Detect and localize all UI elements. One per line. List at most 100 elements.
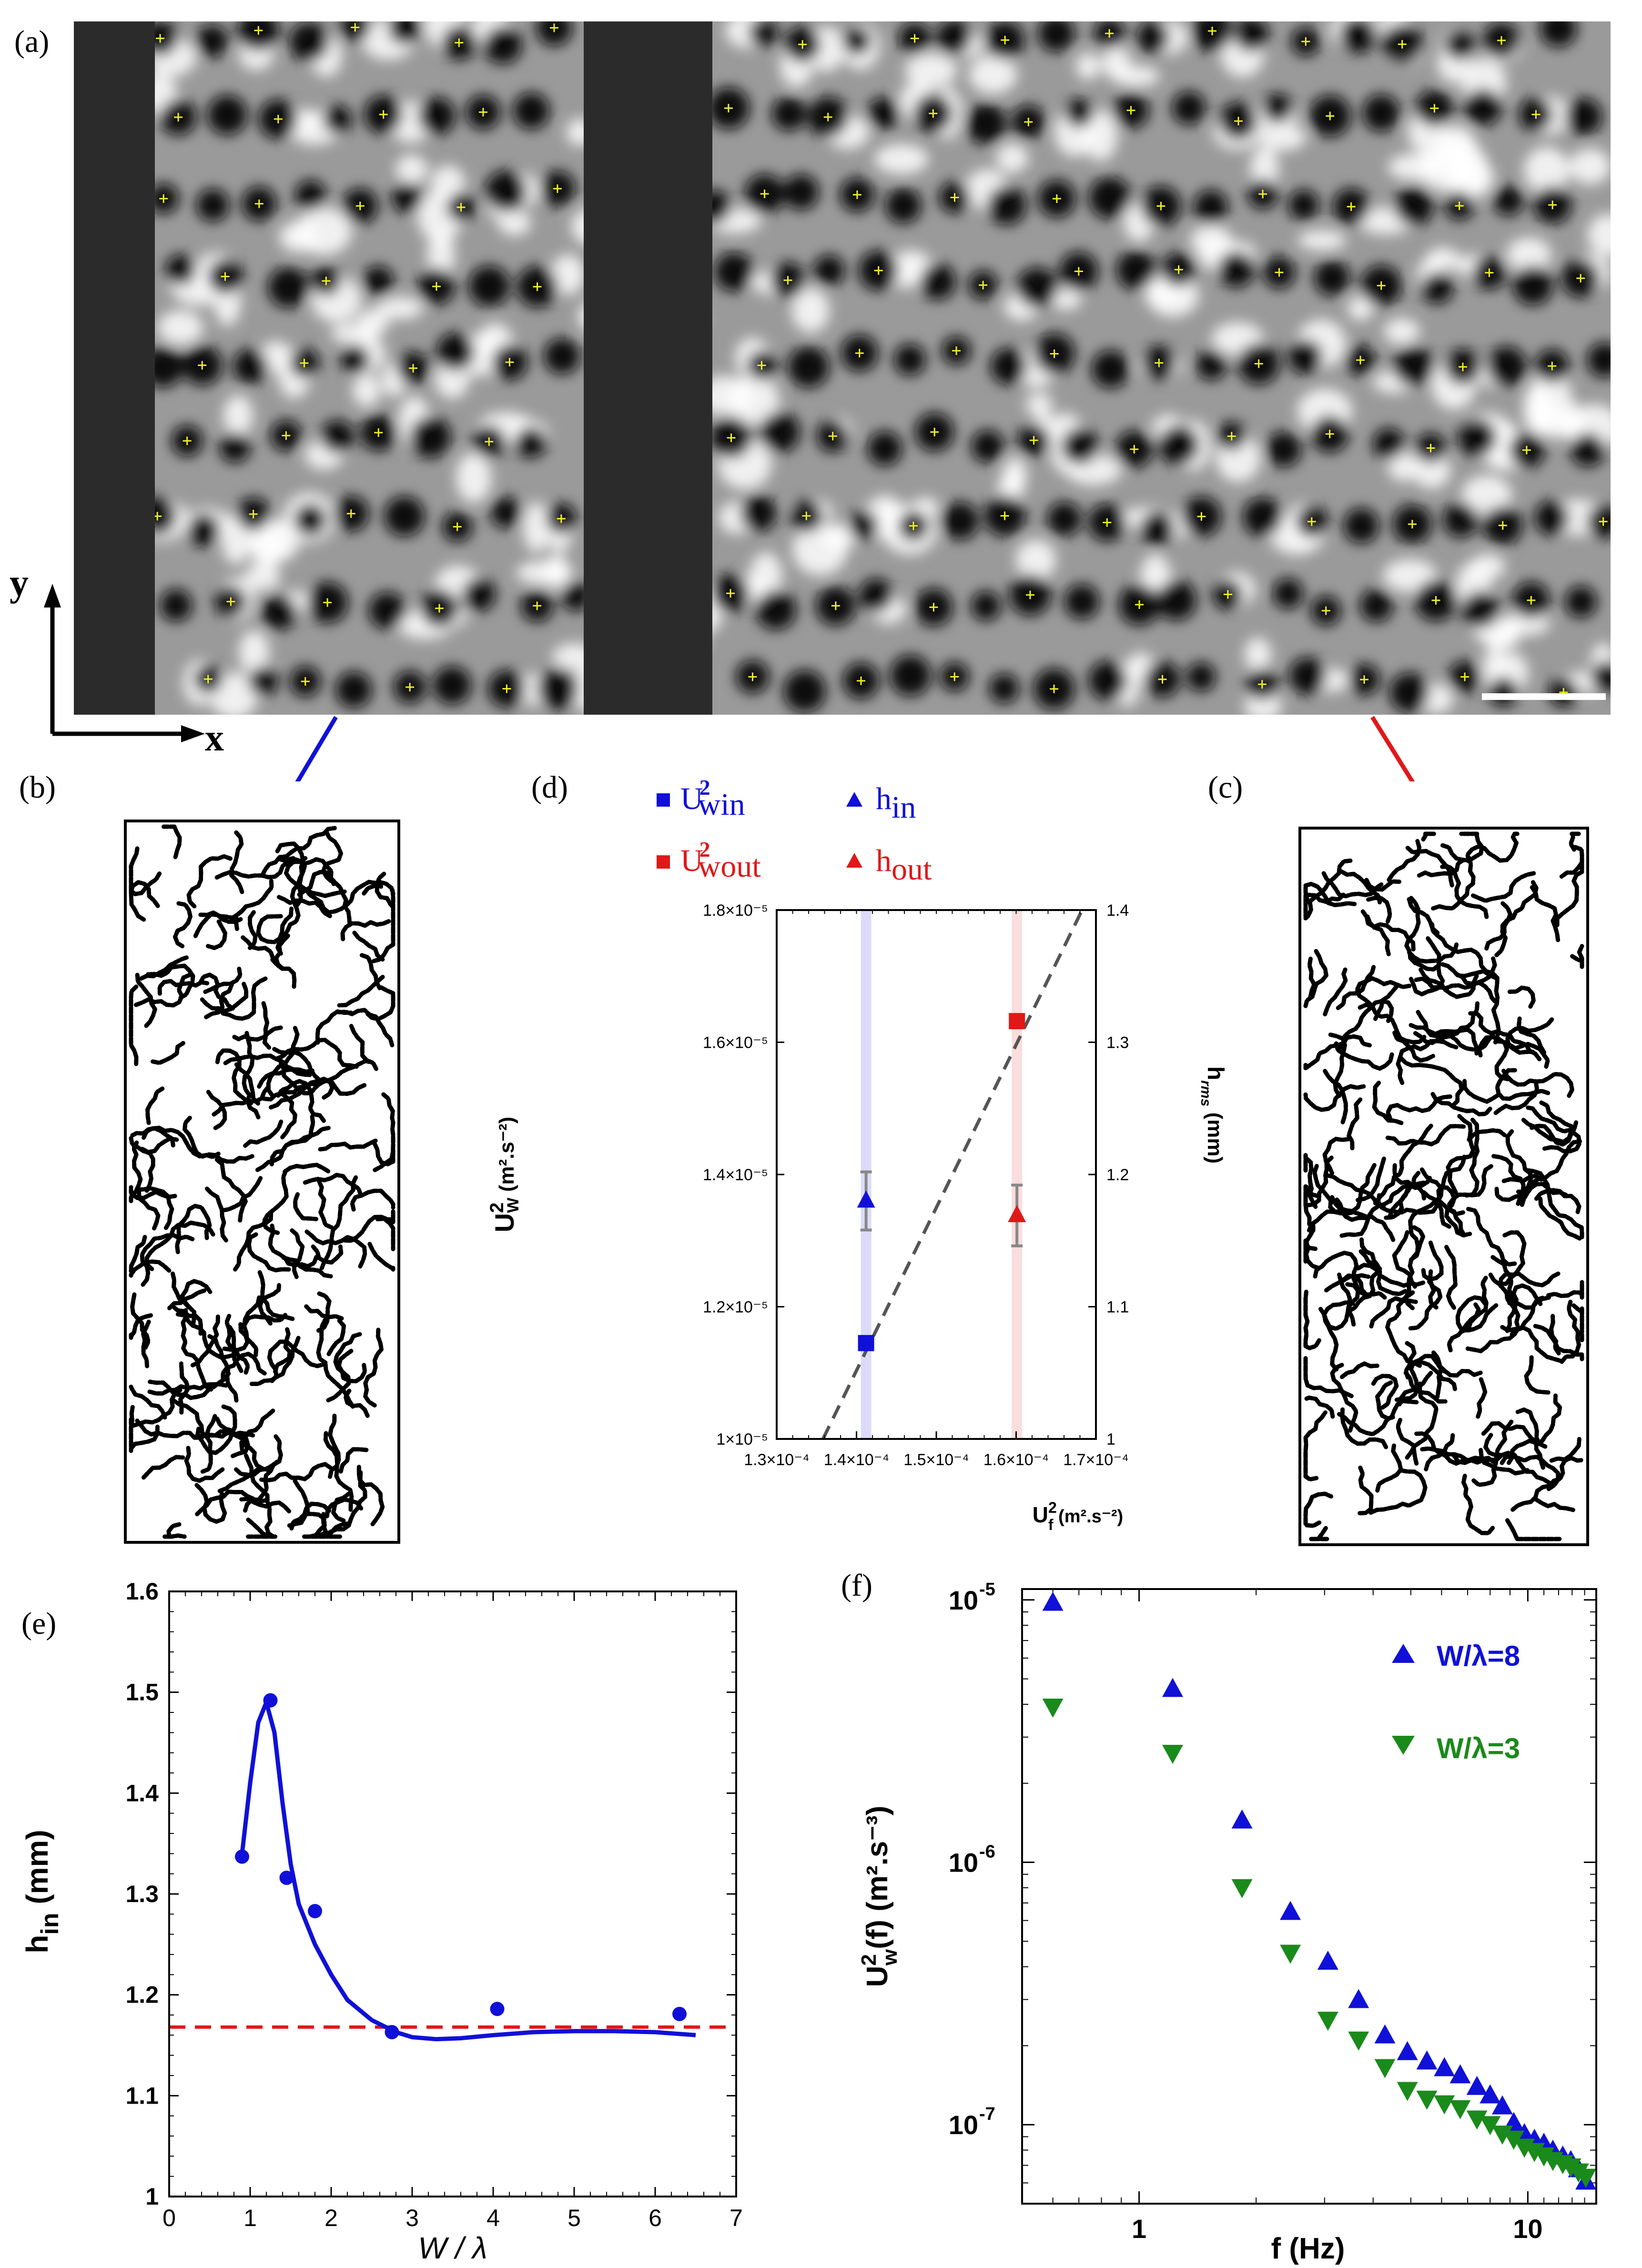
chart-d-y2tick-label: 1.1	[1106, 1298, 1129, 1316]
chart-f-xtick-label: 1	[1132, 2214, 1146, 2244]
chart-d-point-U²wout	[1009, 1013, 1025, 1030]
chart-f-point-W/λ=8	[1491, 2095, 1513, 2115]
chart-f-point-W/λ=3	[1480, 2116, 1501, 2136]
chart-f-point-W/λ=3	[1162, 1744, 1184, 1764]
wall-left	[74, 21, 155, 715]
chart-e-fit-curve	[240, 1695, 696, 2042]
chart-f-point-W/λ=3	[1374, 2059, 1396, 2078]
chart-e-xtick-label: 6	[649, 2205, 662, 2231]
chart-e-ytick-label: 1.5	[125, 1679, 159, 1706]
chart-d-xtick-label: 1.6×10⁻⁴	[983, 1451, 1049, 1469]
chart-f-point-W/λ=3	[1416, 2090, 1438, 2110]
surface-image-panel: y x	[10, 21, 1611, 781]
panel-label-d: (d)	[531, 770, 568, 805]
chart-f-point-W/λ=8	[1434, 2057, 1455, 2076]
chart-e: 0 1 2 3 4 5 6 711.11.21.31.41.51.6 hin (mm) W /…	[20, 1578, 743, 2265]
chart-f-xtick-label: 10	[1513, 2214, 1542, 2244]
chart-f-point-W/λ=8	[1231, 1809, 1253, 1829]
chart-f-point-W/λ=8	[1317, 1950, 1338, 1970]
panel-label-b: (b)	[19, 770, 56, 805]
chart-e-ytick-label: 1.4	[125, 1780, 159, 1806]
chart-e-ytick-label: 1	[145, 2183, 159, 2210]
legend-marker-uwout	[657, 855, 670, 869]
legend-hout: hout	[876, 843, 932, 887]
chart-d-xtick-label: 1.7×10⁻⁴	[1063, 1451, 1129, 1469]
chart-f-point-W/λ=8	[1449, 2064, 1471, 2084]
chart-f-ytick-exponent: -6	[979, 1842, 995, 1862]
chart-f-legend: W/λ=8 W/λ=3	[1392, 1640, 1520, 1764]
chart-d: 1.3×10⁻⁴ 1.4×10⁻⁴ 1.5×10⁻⁴ 1.6×10⁻⁴ 1.7×10⁻⁴…	[487, 775, 1228, 1533]
chart-d-frame	[776, 909, 1097, 1440]
chart-e-ylabel: hin (mm)	[20, 1830, 64, 1954]
chart-d-y2label: hrms (mm)	[1198, 1066, 1228, 1164]
chart-e-ytick-label: 1.1	[125, 2082, 159, 2109]
legend-w3: W/λ=3	[1437, 1732, 1520, 1764]
chart-f-ytick-exponent: -5	[979, 1580, 995, 1600]
chart-d-ytick-label: 1.4×10⁻⁵	[703, 1166, 768, 1184]
chart-f-point-W/λ=3	[1449, 2100, 1471, 2119]
chart-d-point-h_out	[1008, 1205, 1026, 1223]
chart-f-point-W/λ=3	[1317, 2012, 1338, 2031]
legend-w8: W/λ=8	[1437, 1640, 1520, 1672]
chart-d-ytick-label: 1×10⁻⁵	[716, 1430, 768, 1448]
chart-e-ytick-label: 1.3	[125, 1881, 159, 1907]
chart-d-y2tick-label: 1.4	[1106, 901, 1129, 920]
chart-d-xtick-label: 1.3×10⁻⁴	[744, 1451, 810, 1469]
chart-f-point-W/λ=8	[1480, 2084, 1501, 2104]
chart-f-point-W/λ=3	[1466, 2110, 1488, 2130]
scale-bar	[1482, 693, 1606, 700]
chart-e-xtick-label: 4	[487, 2205, 500, 2231]
chart-e-xtick-label: 5	[568, 2205, 581, 2231]
chart-e-point	[672, 2006, 687, 2021]
axis-x-letter: x	[205, 717, 224, 759]
legend-marker-hout	[846, 853, 862, 868]
chart-d-ylabel: U2W (m².s⁻²)	[487, 1117, 522, 1233]
chart-f-ylabel: U2w(f) (m².s⁻³)	[857, 1806, 902, 1987]
chart-f-ytick-label: 10	[949, 1585, 978, 1615]
panel-label-a: (a)	[14, 24, 50, 59]
chart-f-point-W/λ=8	[1042, 1591, 1064, 1611]
legend-uwout: U2wout	[680, 837, 761, 884]
chart-e-ytick-label: 1.2	[125, 1982, 159, 2008]
chart-e-xtick-label: 0	[162, 2205, 176, 2231]
chart-d-xlabel: U2 f (m².s⁻²)	[1033, 1499, 1123, 1533]
panel-label-c: (c)	[1208, 770, 1243, 805]
legend-hin: hin	[876, 781, 916, 825]
chart-d-y2tick-label: 1	[1106, 1430, 1115, 1448]
chart-e-ytick-label: 1.6	[125, 1578, 159, 1605]
axis-y-letter: y	[10, 562, 29, 604]
chart-f-point-W/λ=3	[1491, 2126, 1513, 2145]
chart-e-xtick-label: 2	[324, 2205, 338, 2231]
chart-f-point-W/λ=8	[1162, 1678, 1184, 1697]
legend-marker-w8	[1392, 1644, 1415, 1663]
chart-d-xtick-label: 1.5×10⁻⁴	[903, 1451, 969, 1469]
chart-f-point-W/λ=3	[1397, 2082, 1418, 2101]
chart-f-point-W/λ=3	[1231, 1879, 1253, 1898]
chart-f-point-W/λ=8	[1348, 1989, 1369, 2008]
trajectories-panel-c	[1298, 827, 1589, 1546]
chart-d-point-U²win	[858, 1335, 874, 1351]
chart-e-point	[490, 2002, 505, 2016]
chart-e-point	[235, 1849, 249, 1864]
chart-f-ytick-label: 10	[949, 2110, 978, 2140]
chart-e-point	[263, 1693, 278, 1708]
panel-label-e: (e)	[21, 1606, 57, 1641]
wall-middle	[584, 21, 712, 715]
legend-uwin: U2win	[680, 775, 745, 822]
trajectories-panel-b	[124, 820, 400, 1544]
chart-e-point	[308, 1904, 322, 1918]
chart-f-point-W/λ=3	[1503, 2130, 1524, 2150]
chart-f-point-W/λ=3	[1042, 1699, 1064, 1718]
chart-d-legend: U2win U2wout hin hout	[657, 775, 932, 887]
chart-f-point-W/λ=8	[1466, 2076, 1488, 2095]
chart-f-point-W/λ=8	[1280, 1901, 1301, 1920]
chart-d-y2tick-label: 1.2	[1106, 1166, 1129, 1184]
chart-e-xtick-label: 3	[405, 2205, 419, 2231]
chart-f-point-W/λ=8	[1416, 2050, 1438, 2070]
chart-e-xlabel: W / λ	[418, 2231, 487, 2265]
chart-e-point	[279, 1871, 294, 1885]
legend-marker-uwin	[657, 793, 670, 807]
chart-e-xtick-label: 7	[730, 2205, 743, 2231]
xy-axis-arrows	[50, 596, 195, 736]
